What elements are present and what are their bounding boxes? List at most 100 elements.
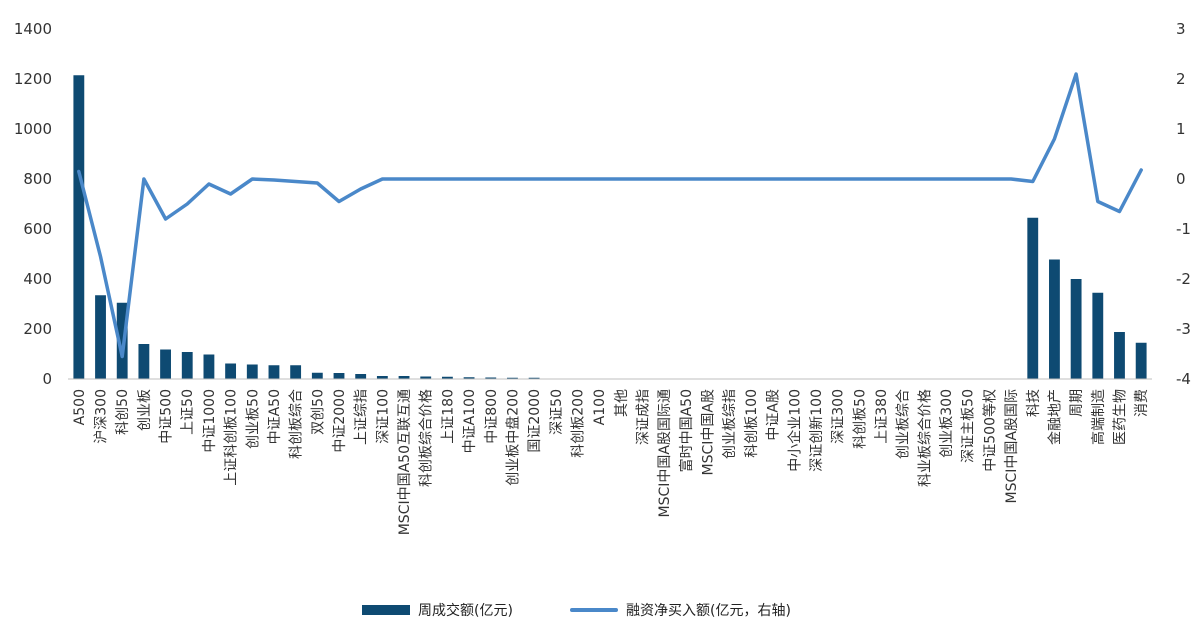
- legend-item-bar: 周成交额(亿元): [362, 600, 513, 620]
- bar: [1092, 293, 1103, 379]
- category-label: 深证成指: [636, 389, 652, 445]
- bar: [138, 344, 149, 379]
- category-label: 消费: [1134, 389, 1150, 417]
- bar: [312, 373, 323, 379]
- bar: [95, 295, 106, 379]
- category-label: MSCI中国A50互联互通: [397, 389, 413, 535]
- bar: [1071, 279, 1082, 379]
- bar: [269, 365, 280, 379]
- bar: [204, 355, 215, 380]
- category-label: MSCI中国A股国际: [1004, 389, 1020, 503]
- category-label: 国证2000: [527, 389, 543, 453]
- category-label: 创业板中盘200: [504, 389, 521, 486]
- legend-swatch-line: [570, 608, 618, 612]
- category-label: 中证A股: [766, 389, 782, 441]
- category-label: 金融地产: [1047, 389, 1063, 445]
- category-label: 双创50: [310, 389, 326, 435]
- category-label: 深证50: [549, 389, 565, 435]
- left-tick-label: 800: [23, 170, 52, 188]
- bar: [225, 364, 236, 380]
- category-label: 科技: [1026, 389, 1042, 417]
- category-label: 沪深300: [94, 389, 110, 444]
- category-label: 创业板: [137, 389, 153, 431]
- right-tick-label: -3: [1176, 320, 1191, 338]
- left-tick-label: 1200: [14, 70, 52, 88]
- category-label: 中证A50: [267, 389, 283, 444]
- category-label: 中证A100: [462, 389, 478, 453]
- category-label: 创业板综指: [722, 389, 738, 459]
- left-tick-label: 200: [23, 320, 52, 338]
- bar-series: [73, 75, 1146, 379]
- bar: [334, 373, 345, 379]
- category-label: 中证2000: [332, 389, 348, 453]
- category-label: 中证500: [159, 389, 175, 444]
- legend-label-line: 融资净买入额(亿元，右轴): [626, 600, 791, 620]
- right-tick-label: 2: [1176, 70, 1186, 88]
- category-label: 深证300: [831, 389, 847, 444]
- category-label: 科创板综合: [289, 389, 305, 459]
- bar: [1136, 343, 1147, 379]
- left-tick-label: 400: [23, 270, 52, 288]
- category-label: 科创板200: [570, 389, 586, 458]
- category-label: 中证800: [484, 389, 500, 444]
- category-label: 深证100: [375, 389, 391, 444]
- bar: [1049, 260, 1060, 380]
- category-label: 中证500等权: [981, 389, 998, 472]
- left-tick-label: 1400: [14, 20, 52, 38]
- legend: 周成交额(亿元) 融资净买入额(亿元，右轴): [0, 600, 1197, 630]
- category-label: 富时中国A50: [678, 389, 695, 472]
- legend-item-line: 融资净买入额(亿元，右轴): [570, 600, 791, 620]
- line-path: [79, 74, 1141, 357]
- category-label: 科创板50: [852, 389, 868, 449]
- bar: [73, 75, 84, 379]
- bar: [355, 374, 366, 379]
- category-label: 上证50: [180, 389, 196, 435]
- category-label: 科创板100: [744, 389, 760, 458]
- legend-label-bar: 周成交额(亿元): [418, 600, 513, 620]
- category-label: A100: [592, 389, 608, 425]
- category-label: 中小企业100: [786, 389, 803, 472]
- category-label: 创业板综合: [896, 389, 912, 459]
- right-tick-label: -2: [1176, 270, 1191, 288]
- category-label: 创业板50: [245, 389, 261, 449]
- category-label: 上证180: [440, 389, 456, 444]
- line-series: [79, 74, 1141, 357]
- left-tick-label: 0: [42, 370, 52, 388]
- bar: [1114, 332, 1125, 379]
- bar: [290, 365, 301, 379]
- right-tick-label: -1: [1176, 220, 1191, 238]
- left-tick-label: 600: [23, 220, 52, 238]
- category-label: 医药生物: [1112, 389, 1128, 445]
- category-label: 高端制造: [1090, 389, 1107, 445]
- x-axis-labels: A500 沪深300 科创50 创业板中证500 上证50 中证1000 上证科创板100 创…: [72, 389, 1150, 535]
- right-tick-label: 0: [1176, 170, 1186, 188]
- category-label: 科创板综合价格: [419, 389, 435, 487]
- category-label: MSCI中国A股国际通: [657, 389, 673, 517]
- category-label: 周期: [1069, 389, 1085, 417]
- category-label: 深证主板50: [961, 389, 977, 463]
- category-label: 科创50: [115, 389, 131, 435]
- right-tick-label: 3: [1176, 20, 1186, 38]
- right-tick-label: -4: [1176, 370, 1191, 388]
- left-tick-label: 1000: [14, 120, 52, 138]
- category-label: 中证1000: [202, 389, 218, 453]
- left-y-axis: 0 200 400 600 800 1000 1200 1400: [14, 20, 52, 388]
- category-label: 上证380: [874, 389, 890, 444]
- category-label: MSCI中国A股: [701, 389, 717, 475]
- category-label: 其他: [614, 389, 630, 417]
- category-label: 上证科创板100: [224, 389, 240, 486]
- category-label: 科业板综合价格: [917, 389, 933, 487]
- right-tick-label: 1: [1176, 120, 1186, 138]
- bar: [182, 352, 193, 379]
- bar: [247, 365, 258, 380]
- legend-swatch-bar: [362, 605, 410, 615]
- bar: [1027, 218, 1038, 379]
- category-label: 创业板300: [939, 389, 955, 458]
- category-label: A500: [72, 389, 88, 425]
- bar: [160, 350, 171, 380]
- right-y-axis: -4 -3 -2 -1 0 1 2 3: [1176, 20, 1191, 388]
- category-label: 深证创新100: [809, 389, 825, 472]
- category-label: 上证综指: [354, 389, 370, 445]
